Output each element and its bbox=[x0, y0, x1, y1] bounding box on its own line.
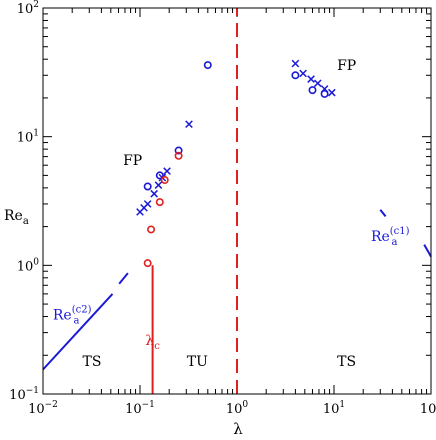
cross-marker bbox=[328, 88, 336, 97]
region-label: FP bbox=[337, 58, 356, 74]
circle-marker bbox=[308, 86, 317, 95]
curve-label: λc bbox=[145, 333, 160, 352]
circle-marker bbox=[155, 198, 164, 207]
circle-marker bbox=[291, 71, 300, 80]
cross-marker bbox=[143, 200, 152, 208]
cross-stroke bbox=[154, 181, 163, 189]
axis-labels: λ Rea bbox=[4, 208, 243, 438]
curves bbox=[42, 8, 432, 394]
circle-marker bbox=[320, 89, 329, 98]
circle-marker bbox=[155, 171, 164, 180]
cross-marker bbox=[185, 120, 193, 129]
y-tick-label: 100 bbox=[17, 257, 40, 274]
curve-line bbox=[379, 209, 387, 218]
cross-stroke bbox=[143, 200, 152, 208]
annotations: FP FP TS TU TS Re(c2) a Re(c1) a λc bbox=[53, 58, 410, 370]
cross-stroke bbox=[163, 167, 171, 175]
x-tick-label: 10−2 bbox=[28, 400, 58, 417]
cross-stroke bbox=[150, 189, 159, 198]
cross-stroke bbox=[328, 88, 336, 97]
circle-marker bbox=[160, 176, 169, 185]
region-label: FP bbox=[123, 153, 142, 169]
x-tick-label: 102 bbox=[420, 400, 436, 417]
cross-stroke bbox=[185, 120, 193, 129]
cross-marker bbox=[307, 75, 315, 83]
cross-stroke bbox=[291, 59, 300, 68]
plot-frame bbox=[42, 7, 432, 395]
cross-stroke bbox=[307, 75, 315, 83]
region-label: TS bbox=[337, 354, 356, 370]
region-label: TS bbox=[83, 354, 102, 370]
x-axis-label: λ bbox=[233, 420, 243, 438]
cross-marker bbox=[313, 79, 322, 88]
cross-marker bbox=[154, 181, 163, 189]
x-tick-label: 100 bbox=[226, 400, 249, 417]
curve-line bbox=[118, 272, 129, 285]
y-tick-label: 10−1 bbox=[9, 386, 39, 403]
y-axis-label-subscript: a bbox=[23, 216, 29, 227]
cross-stroke bbox=[313, 79, 322, 88]
cross-marker bbox=[291, 59, 300, 68]
cross-marker bbox=[299, 69, 307, 78]
circle-marker bbox=[143, 182, 152, 191]
y-axis-label: Rea bbox=[4, 208, 29, 227]
y-axis-label-base: Re bbox=[4, 208, 23, 224]
cross-stroke bbox=[299, 69, 307, 78]
data-markers bbox=[136, 59, 336, 268]
region-label: TU bbox=[187, 354, 208, 370]
curve-line bbox=[42, 293, 114, 371]
y-tick-label: 102 bbox=[17, 0, 39, 17]
circle-marker bbox=[203, 61, 212, 70]
curve-label: Re(c1) a bbox=[371, 226, 410, 248]
y-tick-label: 101 bbox=[17, 129, 39, 146]
circle-marker bbox=[174, 151, 183, 160]
cross-marker bbox=[163, 167, 171, 175]
circle-marker bbox=[147, 225, 156, 234]
circle-marker bbox=[174, 146, 183, 155]
x-tick-label: 10−1 bbox=[125, 400, 155, 417]
cross-marker bbox=[150, 189, 159, 198]
circle-marker bbox=[143, 259, 152, 268]
x-tick-label: 101 bbox=[323, 400, 345, 417]
curve-line bbox=[423, 244, 432, 258]
curve-label: Re(c2) a bbox=[53, 304, 92, 326]
